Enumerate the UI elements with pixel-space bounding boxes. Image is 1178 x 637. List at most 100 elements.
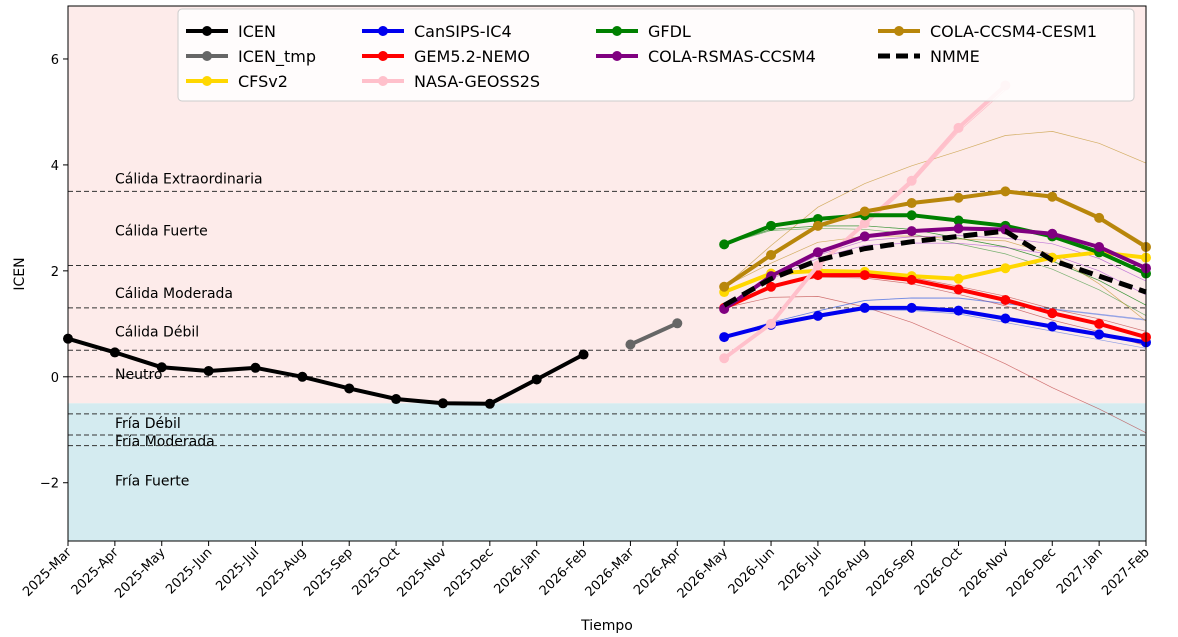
x-tick-label-3: 2025-Jun (163, 545, 215, 597)
data-point-1-0 (625, 339, 636, 350)
data-point-2-5 (953, 273, 964, 284)
y-tick-label-1: 0 (51, 371, 59, 386)
data-point-8-3 (859, 206, 870, 217)
data-point-0-1 (109, 347, 120, 358)
data-point-4-5 (953, 284, 964, 295)
background-band-1 (68, 403, 1146, 541)
series-line-0 (67, 336, 585, 406)
legend-marker-5 (378, 76, 388, 86)
data-point-0-11 (578, 349, 589, 360)
legend-marker-8 (894, 26, 904, 36)
data-point-4-3 (859, 270, 870, 281)
series-line-7 (723, 226, 1147, 311)
series-line-3 (723, 305, 1147, 345)
series-lines (63, 80, 1151, 409)
x-tick-label-11: 2026-Feb (537, 545, 591, 599)
threshold-label-6: Fría Moderada (115, 434, 215, 450)
threshold-label-1: Cálida Fuerte (115, 224, 208, 240)
x-tick-label-21: 2026-Dec (1004, 545, 1059, 600)
legend-marker-6 (612, 26, 622, 36)
legend-marker-7 (612, 51, 622, 61)
data-point-7-8 (1094, 242, 1105, 253)
data-point-3-7 (1047, 321, 1058, 332)
x-tick-label-22: 2027-Jan (1054, 545, 1106, 597)
x-tick-label-6: 2025-Sep (301, 545, 356, 600)
data-point-8-7 (1047, 191, 1058, 202)
data-point-3-2 (812, 310, 823, 321)
legend-marker-0 (202, 26, 212, 36)
data-point-8-1 (766, 249, 777, 260)
data-point-6-0 (719, 239, 730, 250)
series-line-2 (723, 250, 1147, 294)
data-point-4-2 (812, 270, 823, 281)
data-point-0-9 (484, 398, 495, 409)
x-tick-label-8: 2025-Nov (395, 545, 450, 600)
legend-label-3: CanSIPS-IC4 (414, 22, 512, 41)
y-axis: −2 0 2 4 6 (40, 53, 68, 492)
data-point-1-1 (672, 318, 683, 329)
data-point-6-4 (906, 210, 917, 221)
threshold-label-5: Fría Débil (115, 416, 181, 432)
x-tick-label-16: 2026-Jul (776, 545, 825, 594)
x-tick-label-18: 2026-Sep (864, 545, 919, 600)
x-tick-label-9: 2025-Dec (442, 545, 497, 600)
data-point-0-5 (297, 371, 308, 382)
data-point-4-4 (906, 274, 917, 285)
data-point-0-4 (250, 362, 261, 373)
threshold-label-3: Cálida Débil (115, 324, 199, 340)
data-point-5-0 (719, 353, 730, 364)
y-tick-label-3: 4 (51, 159, 59, 174)
x-tick-label-17: 2026-Aug (817, 545, 872, 600)
legend-marker-1 (202, 51, 212, 61)
data-point-7-4 (906, 226, 917, 237)
ensemble-member-line-3-2 (723, 131, 1147, 287)
series-line-9 (722, 228, 1147, 308)
data-point-0-2 (156, 362, 167, 373)
legend-marker-3 (378, 26, 388, 36)
data-point-6-2 (812, 213, 823, 224)
data-point-8-2 (812, 220, 823, 231)
x-tick-label-0: 2025-Mar (20, 545, 75, 600)
x-tick-label-4: 2025-Jul (213, 545, 262, 594)
x-tick-label-15: 2026-Jun (726, 545, 778, 597)
data-point-0-3 (203, 365, 214, 376)
plot-frame (67, 5, 1147, 542)
legend-marker-4 (378, 51, 388, 61)
data-point-5-1 (766, 318, 777, 329)
legend-label-6: GFDL (648, 22, 691, 41)
legend-label-7: COLA-RSMAS-CCSM4 (648, 47, 816, 66)
data-point-7-5 (953, 223, 964, 234)
threshold-label-2: Cálida Moderada (115, 286, 233, 302)
data-point-5-4 (906, 175, 917, 186)
ensemble-member-line-4-0 (724, 242, 1147, 310)
legend-label-2: CFSv2 (238, 72, 288, 91)
data-point-8-5 (953, 192, 964, 203)
data-point-0-7 (391, 394, 402, 405)
data-point-5-3 (859, 218, 870, 229)
data-point-8-8 (1094, 212, 1105, 223)
legend-label-0: ICEN (238, 22, 276, 41)
ensemble-member-line-2-2 (724, 225, 1147, 306)
data-point-7-3 (859, 231, 870, 242)
legend: ICEN ICEN_tmp CFSv2 CanSIPS-IC4 GEM5.2-NEMO N… (177, 8, 1135, 102)
data-point-3-3 (859, 302, 870, 313)
x-axis-label: Tiempo (580, 618, 633, 634)
data-point-8-0 (719, 281, 730, 292)
y-tick-label-0: −2 (40, 477, 59, 492)
series-line-4 (723, 273, 1147, 340)
data-point-6-5 (953, 215, 964, 226)
series-line-8 (723, 189, 1148, 289)
series-line-6 (723, 213, 1147, 276)
data-point-4-6 (1000, 294, 1011, 305)
data-point-3-6 (1000, 313, 1011, 324)
data-point-3-8 (1094, 329, 1105, 340)
data-point-6-1 (766, 220, 777, 231)
y-axis-label: ICEN (12, 257, 28, 290)
x-tick-label-5: 2025-Aug (254, 545, 309, 600)
x-axis: 2025-Mar2025-Apr2025-May2025-Jun2025-Jul… (20, 541, 1153, 602)
x-tick-label-2: 2025-May (112, 545, 169, 602)
data-point-0-6 (344, 383, 355, 394)
legend-marker-2 (202, 76, 212, 86)
data-point-8-4 (906, 198, 917, 209)
